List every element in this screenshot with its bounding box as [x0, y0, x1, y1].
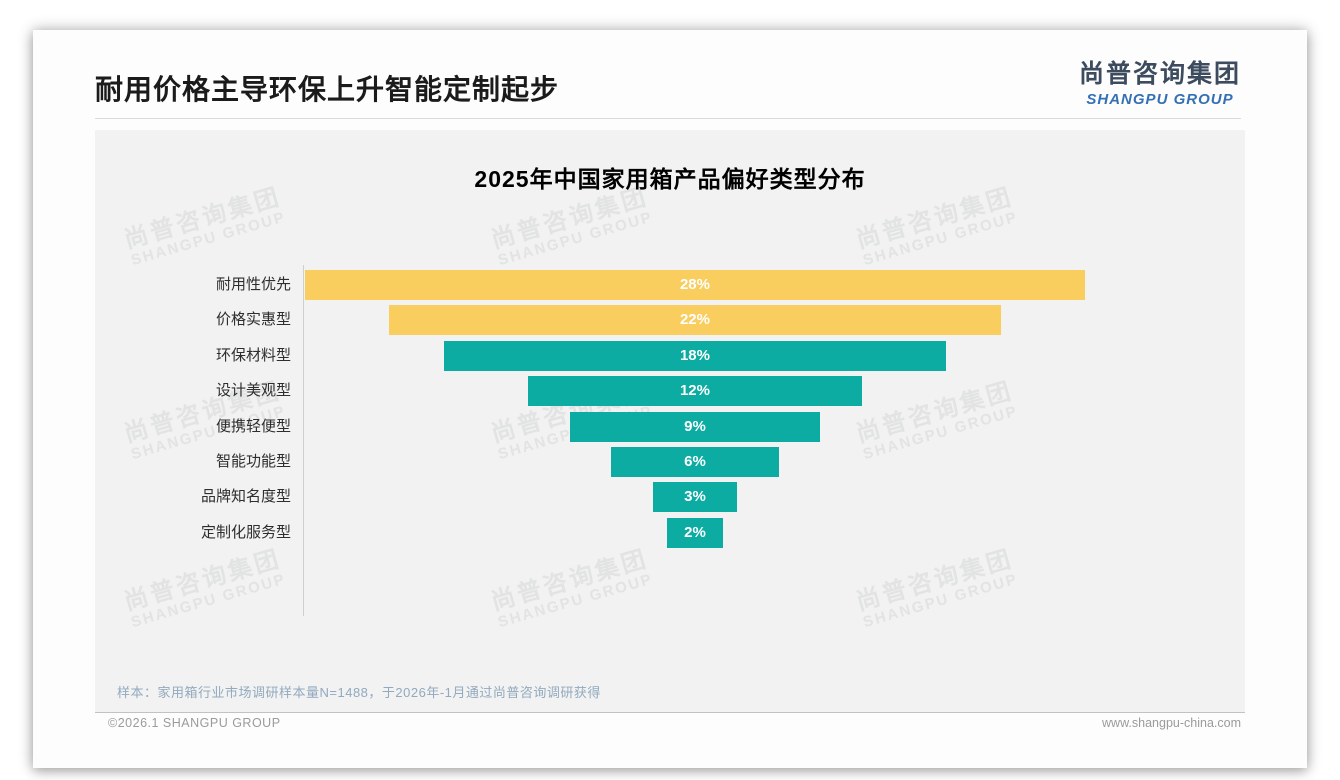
logo-chinese-text: 尚普咨询集团: [1078, 60, 1241, 88]
slide-card: 耐用价格主导环保上升智能定制起步 尚普咨询集团 SHANGPU GROUP 尚普…: [33, 30, 1307, 768]
funnel-row: 价格实惠型 22%: [95, 305, 1245, 336]
funnel-row: 环保材料型 18%: [95, 340, 1245, 371]
logo-english-text: SHANGPU GROUP: [1086, 91, 1234, 108]
chart-title: 2025年中国家用箱产品偏好类型分布: [474, 166, 866, 192]
category-label: 耐用性优先: [215, 276, 291, 293]
funnel-bar: 12%: [527, 376, 863, 407]
category-label: 环保材料型: [215, 346, 291, 364]
category-label: 便携轻便型: [215, 417, 291, 435]
funnel-row: 智能功能型 6%: [95, 447, 1245, 477]
funnel-row: 便携轻便型 9%: [95, 411, 1245, 442]
funnel-row: 设计美观型 12%: [95, 376, 1245, 407]
category-label: 设计美观型: [215, 382, 291, 400]
funnel-row: 耐用性优先 28%: [95, 270, 1245, 300]
funnel-plot: 耐用性优先 28% 价格实惠型 22% 环保材料型 18% 设计美观型 12% 便携轻便型 9% 智…: [95, 265, 1245, 630]
sample-note: 样本：家用箱行业市场调研样本量N=1488，于2026年-1月通过尚普咨询调研获…: [117, 685, 601, 700]
funnel-bar: 22%: [388, 305, 1002, 336]
funnel-bar: 18%: [444, 340, 946, 371]
funnel-bar: 2%: [667, 517, 723, 548]
funnel-bar: 3%: [653, 482, 737, 513]
footer-copyright: ©2026.1 SHANGPU GROUP: [108, 716, 281, 730]
category-label: 定制化服务型: [200, 523, 291, 541]
footer-website: www.shangpu-china.com: [1102, 716, 1241, 730]
chart-panel: 尚普咨询集团 SHANGPU GROUP 尚普咨询集团 SHANGPU GROUP 尚普…: [95, 130, 1245, 713]
funnel-row: 定制化服务型 2%: [95, 517, 1245, 548]
category-axis-line: [303, 265, 304, 616]
title-divider: [95, 118, 1241, 119]
funnel-bar: 28%: [305, 270, 1085, 300]
funnel-bar: 6%: [611, 447, 779, 477]
category-label: 品牌知名度型: [200, 488, 291, 506]
company-logo: 尚普咨询集团 SHANGPU GROUP: [1079, 54, 1241, 108]
category-label: 价格实惠型: [215, 311, 291, 329]
page-title: 耐用价格主导环保上升智能定制起步: [95, 74, 560, 105]
category-label: 智能功能型: [215, 453, 291, 470]
funnel-row: 品牌知名度型 3%: [95, 482, 1245, 513]
funnel-bar: 9%: [569, 411, 821, 442]
